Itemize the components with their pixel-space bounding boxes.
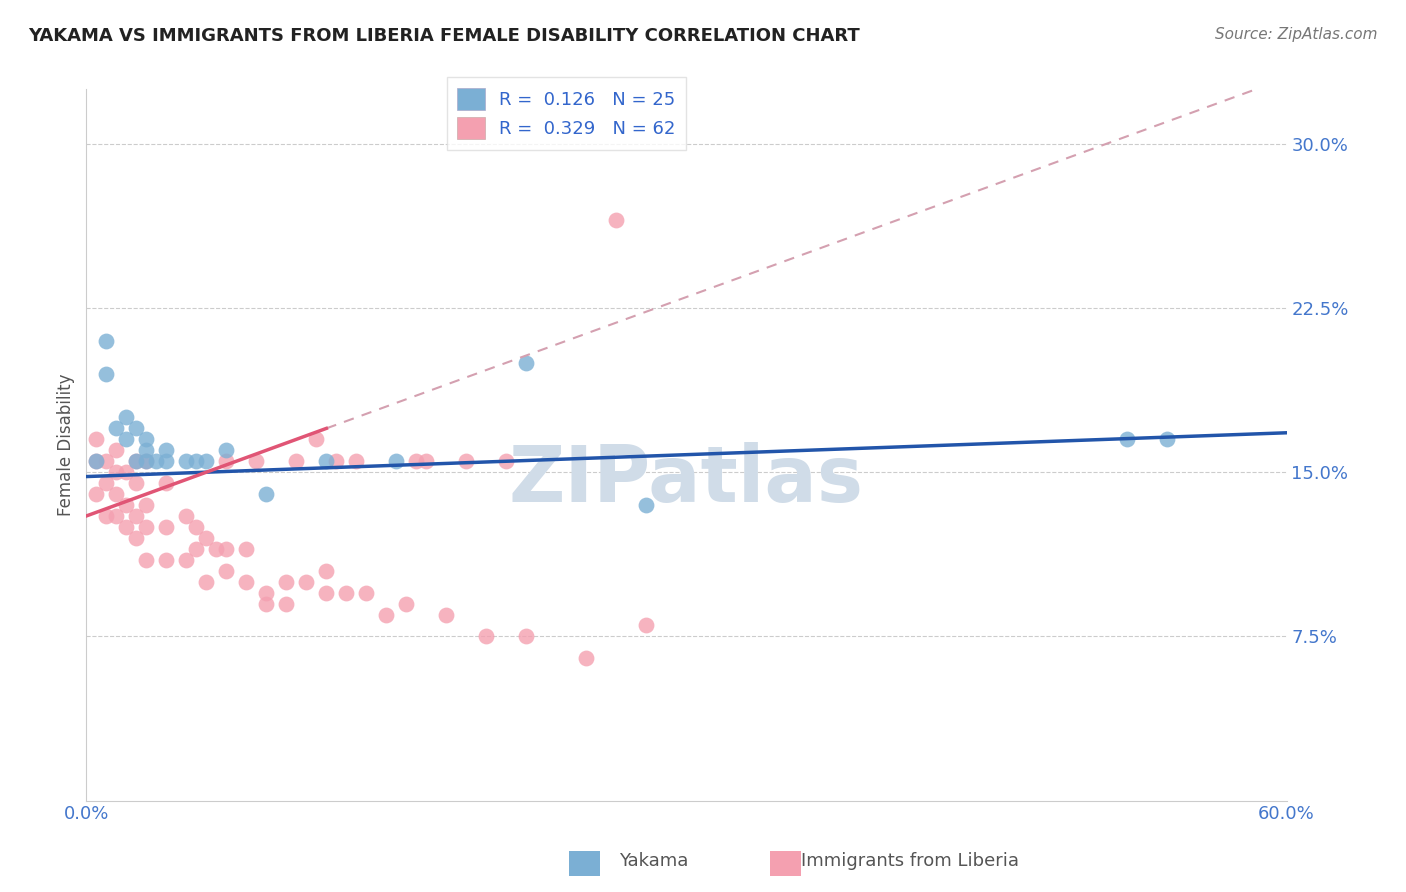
Point xyxy=(105,443,128,458)
Point xyxy=(96,367,118,381)
Point xyxy=(135,443,157,458)
Point xyxy=(254,585,277,599)
Point xyxy=(325,454,347,468)
Point xyxy=(115,410,138,425)
Point xyxy=(254,487,277,501)
Point xyxy=(395,597,418,611)
Point xyxy=(96,454,118,468)
Point xyxy=(195,574,218,589)
Point xyxy=(195,454,218,468)
Point xyxy=(315,564,337,578)
Point xyxy=(215,454,238,468)
Point xyxy=(235,574,257,589)
Point xyxy=(344,454,367,468)
Point xyxy=(205,541,228,556)
Y-axis label: Female Disability: Female Disability xyxy=(58,374,75,516)
Legend: R =  0.126   N = 25, R =  0.329   N = 62: R = 0.126 N = 25, R = 0.329 N = 62 xyxy=(447,77,686,150)
Text: Immigrants from Liberia: Immigrants from Liberia xyxy=(801,852,1019,870)
Point xyxy=(305,433,328,447)
Point xyxy=(245,454,267,468)
Point xyxy=(475,629,498,643)
Point xyxy=(115,433,138,447)
Point xyxy=(1115,433,1137,447)
Point xyxy=(215,443,238,458)
Text: Source: ZipAtlas.com: Source: ZipAtlas.com xyxy=(1215,27,1378,42)
Point xyxy=(105,465,128,479)
Text: Yakama: Yakama xyxy=(619,852,688,870)
Point xyxy=(135,454,157,468)
Point xyxy=(385,454,408,468)
Point xyxy=(105,508,128,523)
Point xyxy=(155,443,177,458)
Point xyxy=(176,508,198,523)
Point xyxy=(155,520,177,534)
Point xyxy=(125,454,148,468)
Point xyxy=(125,421,148,435)
Point xyxy=(115,520,138,534)
Point xyxy=(186,520,208,534)
Point xyxy=(186,454,208,468)
Point xyxy=(96,334,118,348)
Point xyxy=(145,454,167,468)
Point xyxy=(235,541,257,556)
Point xyxy=(135,553,157,567)
Point xyxy=(375,607,398,622)
Point xyxy=(84,454,107,468)
Point xyxy=(315,585,337,599)
Point xyxy=(176,553,198,567)
Point xyxy=(636,498,658,512)
Point xyxy=(135,454,157,468)
Point xyxy=(135,520,157,534)
Point xyxy=(115,465,138,479)
Point xyxy=(434,607,457,622)
Point xyxy=(84,487,107,501)
Point xyxy=(176,454,198,468)
Point xyxy=(125,531,148,545)
Point xyxy=(186,541,208,556)
Point xyxy=(356,585,378,599)
Point xyxy=(115,498,138,512)
Point xyxy=(125,454,148,468)
Point xyxy=(315,454,337,468)
Point xyxy=(636,618,658,632)
Point xyxy=(515,356,537,370)
Point xyxy=(125,508,148,523)
Point xyxy=(105,421,128,435)
Point xyxy=(415,454,437,468)
Point xyxy=(495,454,517,468)
Point xyxy=(155,454,177,468)
Point xyxy=(215,564,238,578)
Point xyxy=(155,553,177,567)
Point xyxy=(215,541,238,556)
Point xyxy=(254,597,277,611)
Point xyxy=(125,476,148,491)
Point xyxy=(456,454,478,468)
Point xyxy=(276,597,298,611)
Point xyxy=(135,498,157,512)
Point xyxy=(276,574,298,589)
Point xyxy=(285,454,308,468)
Point xyxy=(195,531,218,545)
Point xyxy=(84,433,107,447)
Point xyxy=(155,476,177,491)
Point xyxy=(515,629,537,643)
Point xyxy=(295,574,318,589)
Point xyxy=(575,651,598,665)
Text: YAKAMA VS IMMIGRANTS FROM LIBERIA FEMALE DISABILITY CORRELATION CHART: YAKAMA VS IMMIGRANTS FROM LIBERIA FEMALE… xyxy=(28,27,860,45)
Point xyxy=(96,508,118,523)
Point xyxy=(96,476,118,491)
Point xyxy=(605,213,627,227)
Point xyxy=(335,585,357,599)
Point xyxy=(84,454,107,468)
Point xyxy=(405,454,427,468)
Point xyxy=(135,433,157,447)
Point xyxy=(1156,433,1178,447)
Text: ZIPatlas: ZIPatlas xyxy=(509,442,863,518)
Point xyxy=(105,487,128,501)
